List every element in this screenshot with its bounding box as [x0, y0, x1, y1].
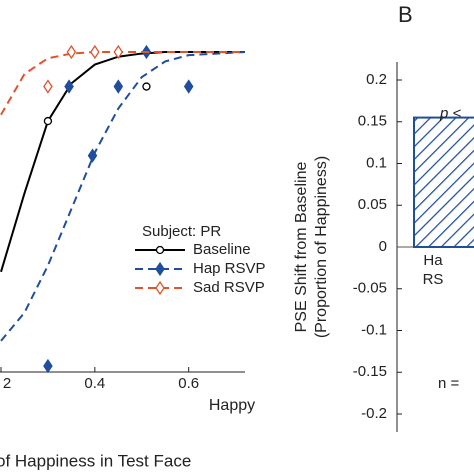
annotation: p <: [439, 105, 462, 122]
y-tick-label: -0.1: [361, 321, 387, 338]
y-axis-label: (Proportion of Happiness): [313, 156, 330, 338]
legend-marker: [155, 261, 165, 277]
x-tick-label-line2: RS: [423, 271, 444, 288]
x-tick-label: Ha: [423, 252, 443, 269]
x-tick-label: 0.6: [178, 375, 199, 392]
data-point: [43, 116, 53, 126]
legend-label: Hap RSVP: [193, 260, 266, 277]
data-point: [43, 358, 53, 374]
y-tick-label: -0.15: [353, 363, 387, 380]
annotation: n =: [438, 375, 460, 392]
x-tick-label: 2: [3, 375, 11, 392]
y-tick-label: -0.2: [361, 405, 387, 422]
fit-line: [0, 51, 246, 342]
legend-title: Subject: PR: [142, 223, 221, 240]
x-axis-label: of Happiness in Test Face: [0, 451, 191, 470]
fit-line: [0, 51, 245, 273]
x-tick-label: 0.4: [84, 375, 105, 392]
data-point: [64, 79, 74, 94]
y-tick-label: -0.05: [353, 280, 387, 297]
bar: [413, 116, 474, 248]
data-point: [113, 44, 124, 60]
y-tick-label: 0: [379, 238, 387, 255]
data-point: [183, 79, 194, 94]
fit-line: [0, 51, 245, 116]
legend-marker: [155, 245, 165, 255]
data-point: [142, 82, 151, 91]
y-axis-label: PSE Shift from Baseline: [293, 162, 310, 333]
data-point: [90, 44, 100, 60]
x-end-label: Happy: [209, 397, 255, 414]
data-point: [113, 79, 124, 94]
y-tick-label: 0.15: [358, 113, 387, 130]
data-point: [43, 79, 53, 94]
panel-label: B: [398, 2, 413, 27]
legend-marker: [155, 280, 165, 296]
y-tick-label: 0.2: [366, 71, 387, 88]
y-tick-label: 0.1: [366, 154, 387, 171]
data-point: [66, 44, 77, 60]
data-point: [87, 148, 98, 163]
y-tick-label: 0.05: [358, 196, 387, 213]
legend-label: Baseline: [193, 241, 251, 258]
legend-label: Sad RSVP: [193, 279, 265, 296]
